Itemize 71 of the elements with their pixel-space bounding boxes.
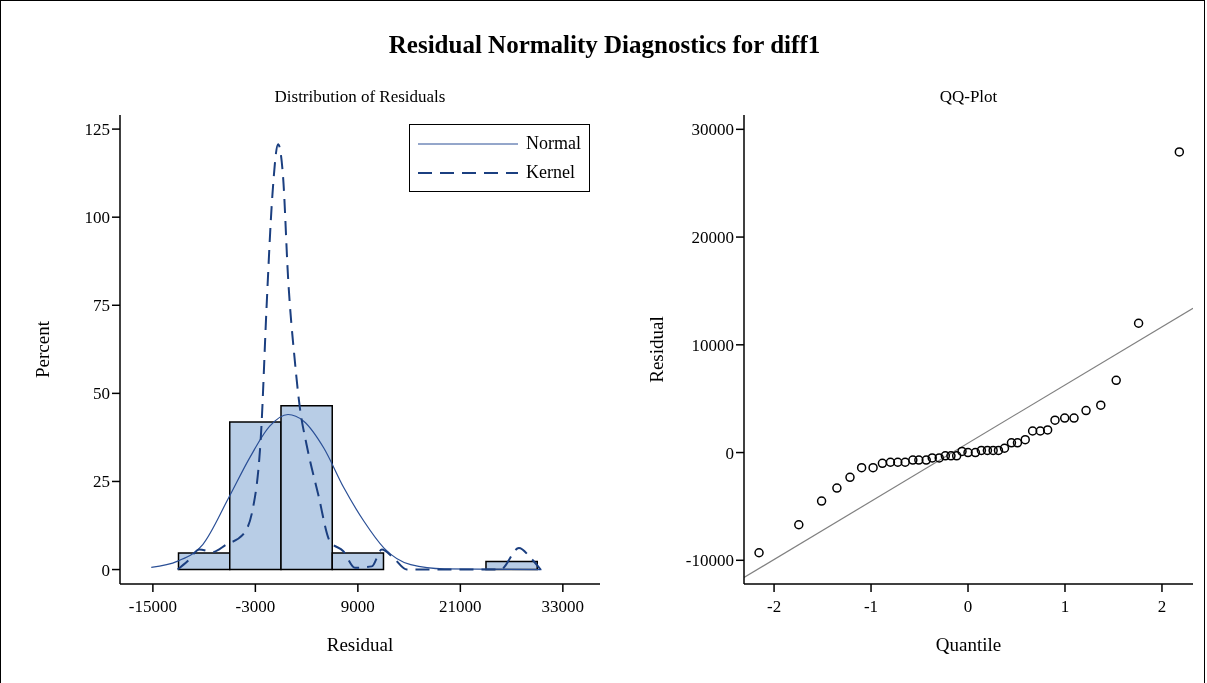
point [754,548,764,558]
y-axis-title: Residual [645,316,667,383]
point [885,457,896,467]
point [1042,425,1053,435]
point [1096,400,1106,410]
y-tick-label: 10000 [691,335,734,355]
point [1069,413,1079,423]
point [908,455,918,465]
point [816,496,827,506]
point [988,445,998,456]
chart-subtitle: Distribution of Residuals [273,87,447,107]
point [856,462,867,473]
y-tick-label: 20000 [691,228,734,248]
point [900,457,910,467]
text: Kernel [526,162,575,183]
y-tick-label: 0 [725,443,734,463]
point [999,443,1010,453]
point [927,453,937,463]
y-tick-label: 125 [84,120,110,140]
x-tick-label: 1 [1060,597,1070,617]
x-tick-label: 2 [1157,597,1167,617]
point [951,451,962,461]
x-tick-label: 33000 [541,597,585,617]
point [993,445,1004,456]
text: Normal [526,133,581,154]
point [976,445,987,456]
x-tick-label: 21000 [439,597,482,617]
point [868,462,878,473]
point [921,455,931,465]
point [1111,375,1121,386]
point [1027,426,1038,436]
point [1020,434,1030,445]
point [970,447,981,458]
point [794,519,804,530]
point [963,447,973,458]
x-tick-label: -3000 [235,597,276,617]
y-tick-label: 0 [101,560,110,580]
point [1174,147,1185,157]
point [1012,438,1023,448]
y-tick-label: -10000 [685,551,734,571]
y-tick-label: 25 [93,472,110,492]
x-tick-label: 9000 [340,597,375,617]
point [1006,438,1017,448]
point [914,455,924,465]
x-tick-label: -2 [766,597,782,617]
point [957,446,967,457]
x-axis-title: Residual [326,634,394,655]
y-axis-title: Percent [31,320,53,378]
x-axis-title: Quantile [935,634,1002,655]
point [1133,318,1144,329]
x-tick-label: -1 [863,597,879,617]
y-tick-label: 30000 [691,120,734,140]
chart-title: Residual Normality Diagnostics for diff1 [387,31,822,59]
point [946,451,956,461]
y-tick-label: 75 [93,296,110,316]
point [1035,426,1046,436]
point [893,457,903,467]
point [877,458,888,469]
point [982,445,993,456]
point [1050,415,1060,425]
y-tick-label: 100 [84,208,110,228]
x-tick-label: -15000 [128,597,177,617]
point [934,453,944,463]
y-tick-label: 50 [93,384,110,404]
point [845,472,855,483]
point [1081,405,1091,416]
point [832,483,842,493]
point [940,451,951,461]
point [1059,413,1070,423]
chart-title: QQ-Plot [938,87,999,107]
x-tick-label: 0 [963,597,973,617]
